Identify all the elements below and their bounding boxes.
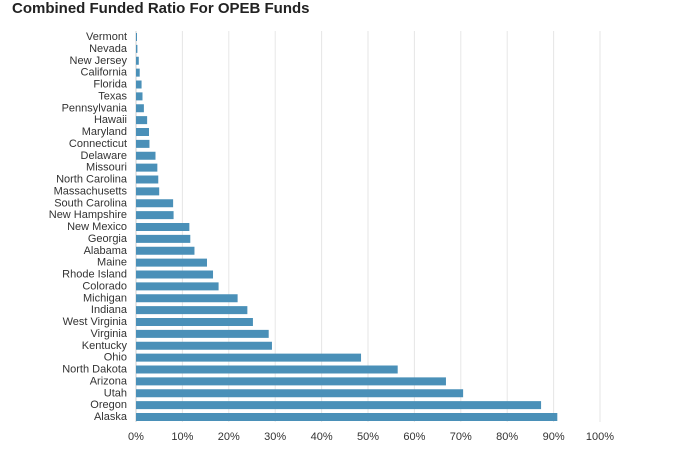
bar [136,294,238,303]
category-label: Massachusetts [54,185,128,197]
category-label: California [81,67,128,79]
bar [136,318,253,326]
x-tick-label: 70% [450,431,472,443]
bar [136,223,190,231]
x-tick-label: 100% [586,431,614,443]
category-label: Hawaii [94,114,127,126]
bar [136,211,174,220]
bar [136,282,219,291]
category-label: Texas [98,90,127,102]
category-label: Alabama [84,245,128,257]
bar [136,116,148,125]
bar [136,33,137,41]
bar [136,270,214,279]
category-label: Vermont [86,31,127,43]
bar [136,139,150,148]
bar [136,329,269,338]
bar [136,175,159,184]
category-label: Indiana [91,304,128,316]
bar [136,234,191,243]
category-label: Maine [97,257,127,269]
chart-title: Combined Funded Ratio For OPEB Funds [12,0,310,17]
bar [136,365,398,374]
bar [136,163,158,172]
category-label: West Virginia [63,316,128,328]
category-label: North Carolina [56,174,128,186]
category-label: New Hampshire [49,209,127,221]
bar [136,306,248,315]
bar [136,377,446,386]
category-label: Nevada [89,43,128,55]
bar [136,68,140,77]
category-label: New Jersey [70,55,128,67]
category-label: Virginia [91,328,128,340]
x-tick-label: 90% [543,431,565,443]
category-label: Alaska [94,411,128,423]
category-label: Arizona [90,375,128,387]
category-label: Pennsylvania [62,102,128,114]
bar [136,389,464,398]
x-tick-label: 80% [496,431,518,443]
bar [136,80,142,89]
bar [136,128,149,136]
x-tick-label: 0% [128,431,144,443]
bar [136,401,542,410]
category-label: Georgia [88,233,128,245]
category-label: Rhode Island [62,269,127,281]
category-label: Oregon [90,399,127,411]
category-label: Maryland [82,126,127,138]
bar [136,413,558,421]
category-label: Ohio [104,352,127,364]
bar [136,187,160,196]
x-tick-label: 10% [171,431,193,443]
bar [136,246,195,255]
x-tick-label: 50% [357,431,379,443]
category-label: Missouri [86,162,127,174]
x-tick-label: 60% [403,431,425,443]
bar [136,92,143,101]
bars [136,33,558,421]
x-tick-labels: 0% 10% 20% 30% 40% 50% 60% 70% 80% 90% 100% [128,431,614,443]
category-label: South Carolina [54,197,128,209]
bar [136,353,362,362]
bar [136,199,174,208]
bar [136,341,272,350]
bar [136,151,156,160]
category-label: Utah [104,387,127,399]
category-label: Florida [93,79,128,91]
category-label: Kentucky [82,340,128,352]
category-label: Delaware [81,150,127,162]
bar [136,44,138,53]
category-label: Connecticut [69,138,127,150]
bar [136,258,207,267]
category-label: New Mexico [67,221,127,233]
bar [136,56,139,65]
category-label: Colorado [82,280,127,292]
x-tick-label: 40% [311,431,333,443]
x-tick-label: 30% [264,431,286,443]
gridlines [135,31,601,422]
bar [136,104,144,113]
category-label: Michigan [83,292,127,304]
x-tick-label: 20% [218,431,240,443]
category-label: North Dakota [62,364,128,376]
